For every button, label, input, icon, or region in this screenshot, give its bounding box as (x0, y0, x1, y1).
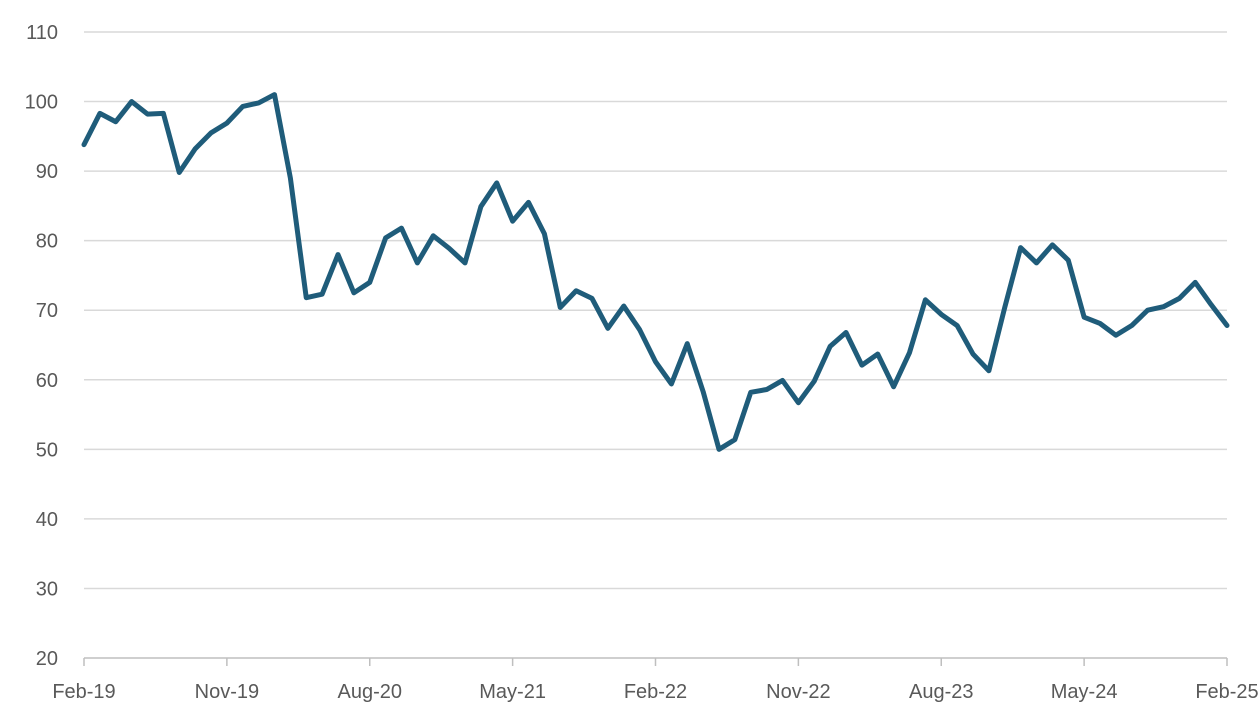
gridlines (84, 31, 1227, 590)
x-tick-label: Aug-20 (338, 681, 403, 703)
y-tick-label: 60 (36, 370, 58, 392)
y-tick-label: 70 (36, 300, 58, 322)
x-tick-label: Nov-19 (195, 681, 259, 703)
x-tick-label: Feb-25 (1195, 681, 1258, 703)
series-group (81, 92, 1230, 452)
x-tick-label: Nov-22 (766, 681, 830, 703)
x-tick-label: Feb-22 (624, 681, 687, 703)
y-tick-label: 90 (36, 161, 58, 183)
x-tick-label: Feb-19 (52, 681, 115, 703)
x-axis: Feb-19 Nov-19 Aug-20 May-21 Feb-22 Nov-22 Aug-… (52, 657, 1259, 703)
y-tick-label: 40 (36, 509, 58, 531)
y-tick-label: 30 (36, 578, 58, 600)
y-axis: 20 30 40 50 60 70 80 90 100 110 (25, 22, 58, 670)
x-tick-label: Aug-23 (909, 681, 974, 703)
y-tick-label: 20 (36, 648, 58, 670)
y-tick-label: 110 (26, 22, 58, 44)
y-tick-label: 50 (36, 439, 58, 461)
y-tick-label: 100 (25, 92, 58, 114)
x-tick-label: May-24 (1051, 681, 1118, 703)
series-line (81, 92, 1230, 452)
x-tick-label: May-21 (479, 681, 546, 703)
y-tick-label: 80 (36, 231, 58, 253)
